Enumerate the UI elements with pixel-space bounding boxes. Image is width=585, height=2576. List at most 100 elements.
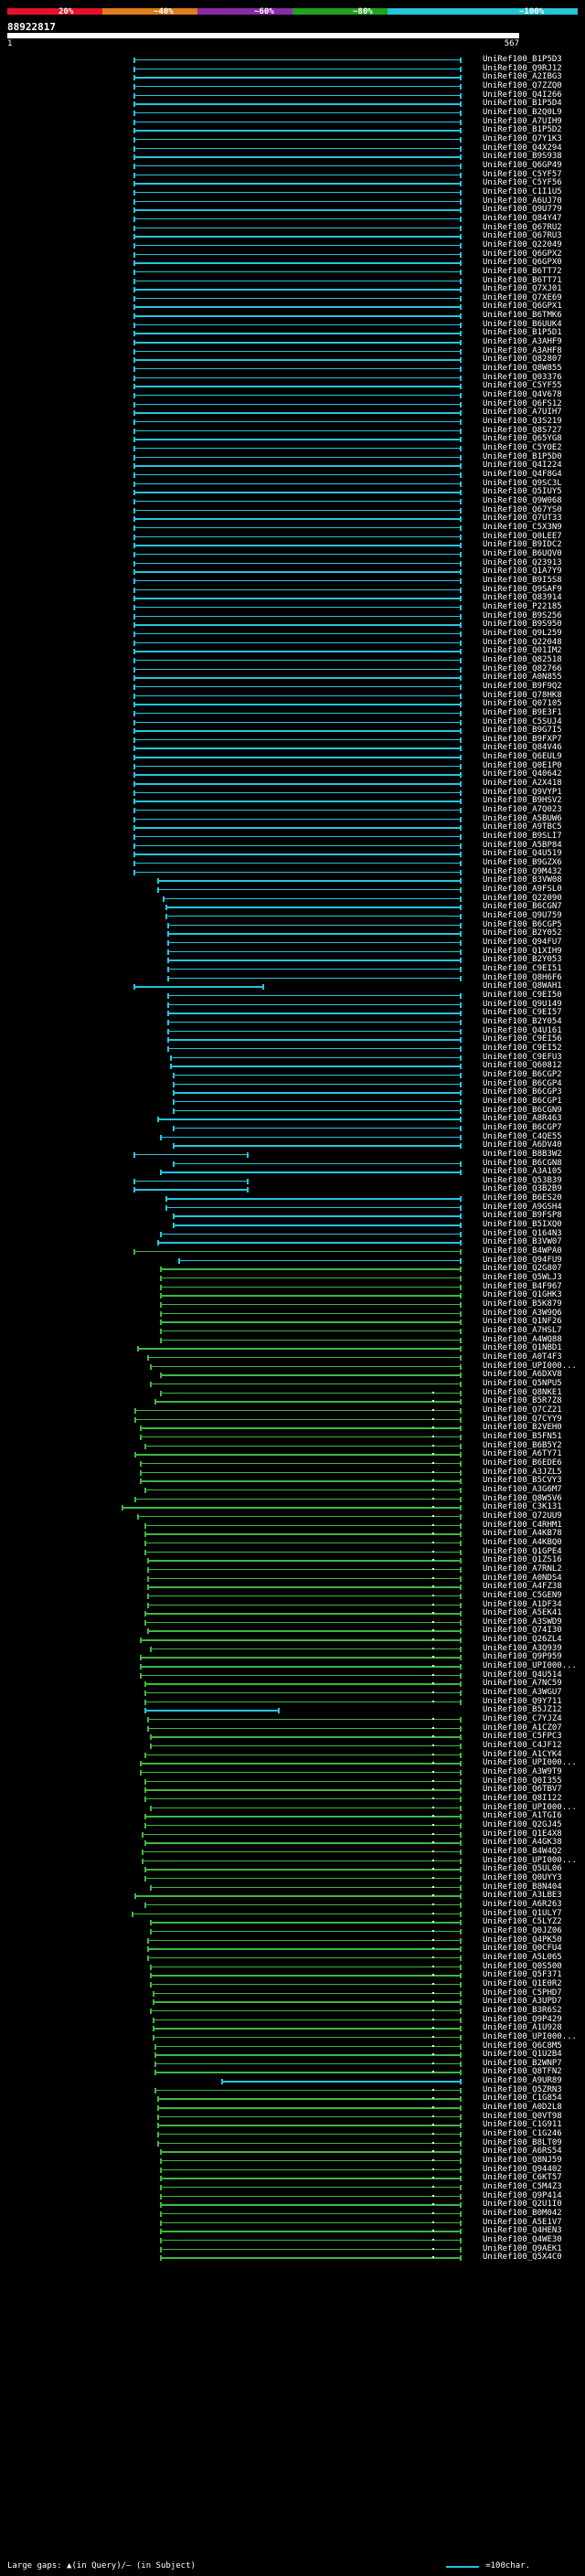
- hit-row[interactable]: UniRef100_Q1XIH9: [0, 947, 585, 958]
- hit-label[interactable]: UniRef100_B4F967: [483, 1281, 562, 1291]
- hit-row[interactable]: UniRef100_B6CGP3: [0, 1087, 585, 1098]
- hit-label[interactable]: UniRef100_Q67RU2: [483, 222, 562, 232]
- hit-label[interactable]: UniRef100_A1TGI6: [483, 1811, 562, 1821]
- hit-row[interactable]: UniRef100_C9EI56: [0, 1034, 585, 1045]
- hit-label[interactable]: UniRef100_Q8NJ59: [483, 2156, 562, 2166]
- hit-label[interactable]: UniRef100_Q03376: [483, 372, 562, 382]
- hit-label[interactable]: UniRef100_B9FXP7: [483, 734, 562, 744]
- hit-label[interactable]: UniRef100_A4FZ38: [483, 1582, 562, 1592]
- hit-row[interactable]: UniRef100_A5L065: [0, 1953, 585, 1964]
- hit-row[interactable]: UniRef100_Q9P429: [0, 2015, 585, 2026]
- hit-label[interactable]: UniRef100_A6TY71: [483, 1449, 562, 1459]
- hit-label[interactable]: UniRef100_Q8S727: [483, 425, 562, 435]
- hit-label[interactable]: UniRef100_C9EFU3: [483, 1052, 562, 1062]
- hit-label[interactable]: UniRef100_Q1XIH9: [483, 946, 562, 956]
- hit-label[interactable]: UniRef100_Q67RU3: [483, 231, 562, 241]
- hit-label[interactable]: UniRef100_B2Y052: [483, 928, 562, 938]
- hit-row[interactable]: UniRef100_C5PHD7: [0, 1988, 585, 1999]
- hit-label[interactable]: UniRef100_Q82518: [483, 654, 562, 664]
- hit-label[interactable]: UniRef100_Q01IM2: [483, 646, 562, 656]
- hit-row[interactable]: UniRef100_Q67RU3: [0, 231, 585, 242]
- hit-label[interactable]: UniRef100_B9S938: [483, 152, 562, 162]
- hit-label[interactable]: UniRef100_UPI000...: [483, 2031, 577, 2041]
- hit-label[interactable]: UniRef100_P22185: [483, 601, 562, 611]
- hit-label[interactable]: UniRef100_C5PHD7: [483, 1988, 562, 1998]
- hit-label[interactable]: UniRef100_A4WQ88: [483, 1334, 562, 1344]
- hit-label[interactable]: UniRef100_A4KB78: [483, 1529, 562, 1539]
- hit-label[interactable]: UniRef100_A0T4F3: [483, 1352, 562, 1362]
- hit-label[interactable]: UniRef100_C4QE55: [483, 1131, 562, 1141]
- hit-label[interactable]: UniRef100_Q9M432: [483, 866, 562, 876]
- hit-label[interactable]: UniRef100_A9TBC5: [483, 822, 562, 832]
- hit-row[interactable]: UniRef100_Q9M432: [0, 867, 585, 878]
- hit-row[interactable]: UniRef100_A4WQ88: [0, 1335, 585, 1346]
- hit-row[interactable]: UniRef100_Q7UT33: [0, 514, 585, 525]
- hit-row[interactable]: UniRef100_Q82807: [0, 355, 585, 366]
- hit-row[interactable]: UniRef100_A9TBC5: [0, 822, 585, 833]
- hit-row[interactable]: UniRef100_B1P5D2: [0, 125, 585, 136]
- hit-row[interactable]: UniRef100_Q84V46: [0, 743, 585, 754]
- hit-row[interactable]: UniRef100_Q9L259: [0, 629, 585, 640]
- hit-row[interactable]: UniRef100_B5K879: [0, 1299, 585, 1310]
- hit-row[interactable]: UniRef100_Q67YS0: [0, 505, 585, 516]
- hit-label[interactable]: UniRef100_B9GZX6: [483, 858, 562, 868]
- hit-row[interactable]: UniRef100_Q6GPX0: [0, 258, 585, 269]
- hit-row[interactable]: UniRef100_Q9SAF9: [0, 585, 585, 596]
- hit-label[interactable]: UniRef100_B4WPA0: [483, 1246, 562, 1256]
- hit-label[interactable]: UniRef100_C5YF57: [483, 169, 562, 179]
- hit-label[interactable]: UniRef100_Q5WLJ3: [483, 1273, 562, 1283]
- hit-label[interactable]: UniRef100_B5K879: [483, 1299, 562, 1309]
- hit-row[interactable]: UniRef100_B6B5Y2: [0, 1441, 585, 1452]
- hit-row[interactable]: UniRef100_C5X3N9: [0, 523, 585, 534]
- hit-label[interactable]: UniRef100_Q53B39: [483, 1175, 562, 1185]
- hit-label[interactable]: UniRef100_A3JZL5: [483, 1467, 562, 1477]
- hit-row[interactable]: UniRef100_Q4I266: [0, 90, 585, 101]
- hit-label[interactable]: UniRef100_UPI000...: [483, 1361, 577, 1371]
- hit-label[interactable]: UniRef100_UPI000...: [483, 1855, 577, 1865]
- hit-row[interactable]: UniRef100_A3Q939: [0, 1644, 585, 1655]
- hit-label[interactable]: UniRef100_A3W9Q6: [483, 1308, 562, 1318]
- hit-row[interactable]: UniRef100_A5EK41: [0, 1608, 585, 1619]
- hit-row[interactable]: UniRef100_B6UUK4: [0, 320, 585, 331]
- hit-row[interactable]: UniRef100_Q9P414: [0, 2191, 585, 2202]
- hit-row[interactable]: UniRef100_Q07105: [0, 699, 585, 710]
- hit-label[interactable]: UniRef100_C9EI50: [483, 990, 562, 1000]
- hit-label[interactable]: UniRef100_B1P5D3: [483, 55, 562, 64]
- hit-row[interactable]: UniRef100_Q40642: [0, 769, 585, 780]
- hit-row[interactable]: UniRef100_C5M4Z3: [0, 2182, 585, 2193]
- hit-row[interactable]: UniRef100_A3WGU7: [0, 1688, 585, 1699]
- hit-row[interactable]: UniRef100_Q0CFU4: [0, 1944, 585, 1955]
- hit-row[interactable]: UniRef100_B5FN51: [0, 1432, 585, 1443]
- hit-label[interactable]: UniRef100_Q1GPE4: [483, 1546, 562, 1556]
- hit-row[interactable]: UniRef100_B9HSV2: [0, 796, 585, 807]
- hit-label[interactable]: UniRef100_Q22090: [483, 893, 562, 903]
- hit-row[interactable]: UniRef100_B0M042: [0, 2209, 585, 2220]
- hit-label[interactable]: UniRef100_Q8W5V6: [483, 1493, 562, 1503]
- hit-label[interactable]: UniRef100_Q1ULY7: [483, 1908, 562, 1918]
- hit-row[interactable]: UniRef100_Q23913: [0, 558, 585, 569]
- hit-label[interactable]: UniRef100_Q7Y1K3: [483, 133, 562, 143]
- hit-label[interactable]: UniRef100_UPI000...: [483, 1758, 577, 1768]
- hit-label[interactable]: UniRef100_Q07105: [483, 699, 562, 709]
- hit-label[interactable]: UniRef100_B9FSP8: [483, 1211, 562, 1221]
- hit-label[interactable]: UniRef100_Q9U759: [483, 911, 562, 921]
- hit-row[interactable]: UniRef100_Q6TBV7: [0, 1785, 585, 1796]
- hit-label[interactable]: UniRef100_B1P5D1: [483, 328, 562, 338]
- hit-row[interactable]: UniRef100_Q53B39: [0, 1176, 585, 1187]
- hit-label[interactable]: UniRef100_Q26ZL4: [483, 1635, 562, 1645]
- hit-row[interactable]: UniRef100_C6KT57: [0, 2173, 585, 2184]
- hit-row[interactable]: UniRef100_C4QE55: [0, 1132, 585, 1143]
- hit-label[interactable]: UniRef100_B5FN51: [483, 1431, 562, 1441]
- hit-label[interactable]: UniRef100_A3SWD9: [483, 1617, 562, 1627]
- hit-label[interactable]: UniRef100_Q60812: [483, 1061, 562, 1071]
- hit-label[interactable]: UniRef100_A5BUW6: [483, 813, 562, 823]
- hit-row[interactable]: UniRef100_C9EFU3: [0, 1053, 585, 1064]
- hit-row[interactable]: UniRef100_B4W4Q2: [0, 1847, 585, 1858]
- hit-row[interactable]: UniRef100_Q9VYP1: [0, 788, 585, 799]
- hit-label[interactable]: UniRef100_Q3S219: [483, 417, 562, 427]
- hit-row[interactable]: UniRef100_C1G854: [0, 2094, 585, 2104]
- hit-label[interactable]: UniRef100_A0N855: [483, 673, 562, 683]
- hit-label[interactable]: UniRef100_Q6GP49: [483, 160, 562, 170]
- hit-label[interactable]: UniRef100_Q94FU9: [483, 1255, 562, 1265]
- hit-row[interactable]: UniRef100_B2Y053: [0, 955, 585, 966]
